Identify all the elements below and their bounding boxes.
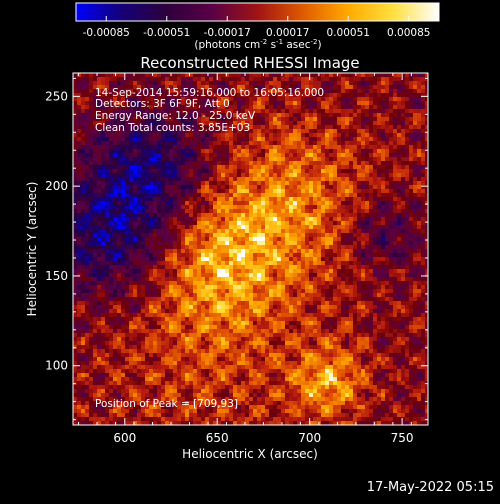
colorbar-unit-label: (photons cm-2 s-1 asec-2) (194, 38, 321, 51)
y-tick-label: 200 (45, 179, 68, 193)
chart-title: Reconstructed RHESSI Image (140, 54, 359, 72)
y-tick-label: 250 (45, 89, 68, 103)
colorbar-tick-label: -0.00051 (143, 27, 190, 39)
y-tick-label: 150 (45, 269, 68, 283)
x-tick-label: 750 (391, 431, 414, 445)
info-line-counts: Clean Total counts: 3.85E+03 (95, 122, 250, 134)
colorbar-tick-label: -0.00085 (83, 27, 130, 39)
x-tick-label: 700 (298, 431, 321, 445)
x-tick-label: 650 (206, 431, 229, 445)
colorbar-gradient (76, 3, 439, 21)
colorbar: -0.00085 -0.00051 -0.00017 0.00017 0.00051 0.… (76, 3, 439, 51)
info-line-energy: Energy Range: 12.0 - 25.0 keV (95, 110, 256, 122)
colorbar-tick-label: 0.00051 (327, 27, 370, 39)
x-tick-label: 600 (113, 431, 136, 445)
info-line-detectors: Detectors: 3F 6F 9F, Att 0 (95, 98, 230, 110)
peak-position-label: Position of Peak = [709,93] (95, 398, 238, 410)
x-axis-label: Heliocentric X (arcsec) (182, 447, 318, 461)
y-axis-label: Heliocentric Y (arcsec) (25, 182, 39, 317)
footer-timestamp: 17-May-2022 05:15 (367, 480, 494, 495)
colorbar-tick-label: -0.00017 (204, 27, 251, 39)
colorbar-tick-label: 0.00085 (387, 27, 430, 39)
y-tick-label: 100 (45, 359, 68, 373)
colorbar-tick-label: 0.00017 (266, 27, 309, 39)
